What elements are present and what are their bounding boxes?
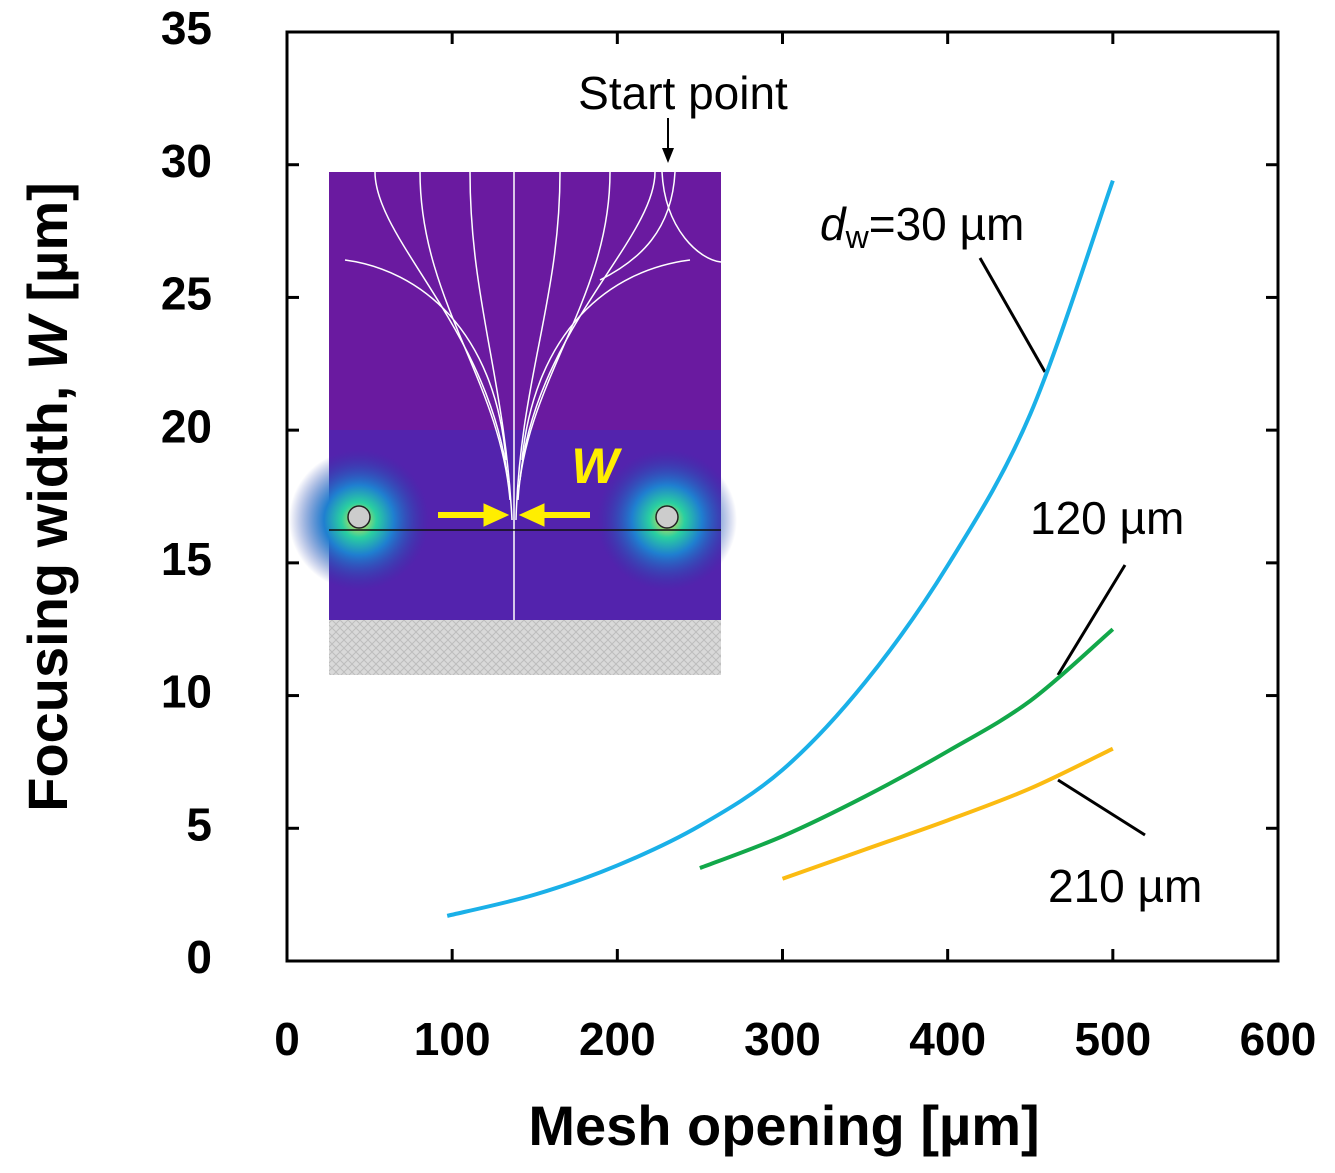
series-label: dw=30 µm	[820, 198, 1024, 255]
x-tick-label: 200	[579, 1013, 656, 1065]
inset: W Start point	[289, 67, 788, 675]
y-axis-label: Focusing width, W [µm]	[16, 182, 79, 812]
y-tick-label: 10	[161, 666, 212, 718]
x-axis-label: Mesh opening [µm]	[528, 1094, 1039, 1157]
x-tick-label: 0	[274, 1013, 300, 1065]
series-line	[446, 179, 1115, 918]
y-label-part: [µm]	[16, 182, 79, 317]
y-tick-label: 15	[161, 533, 212, 585]
leaders	[978, 257, 1146, 837]
x-tick-label: 500	[1074, 1013, 1151, 1065]
width-label: W	[571, 438, 622, 494]
x-tick-label: 100	[414, 1013, 491, 1065]
series-label-part: =30 µm	[869, 198, 1025, 250]
series-label: 120 µm	[1030, 492, 1184, 544]
x-tick-label: 300	[744, 1013, 821, 1065]
series-label-part: w	[845, 219, 870, 255]
y-tick-label: 20	[161, 400, 212, 452]
x-tick-label: 600	[1240, 1013, 1317, 1065]
x-tick-label: 400	[909, 1013, 986, 1065]
series-line	[781, 746, 1114, 881]
series-label: 210 µm	[1048, 860, 1202, 912]
y-label-part: Focusing width,	[16, 370, 79, 812]
y-tick-label: 5	[186, 798, 212, 850]
y-label-part: W	[16, 313, 79, 370]
y-tick-label: 35	[161, 2, 212, 54]
y-tick-label: 30	[161, 135, 212, 187]
y-tick-label: 25	[161, 268, 212, 320]
start-label: Start point	[578, 67, 788, 119]
series-line	[699, 627, 1115, 870]
y-tick-label: 0	[186, 931, 212, 983]
series-label-part: d	[820, 198, 847, 250]
